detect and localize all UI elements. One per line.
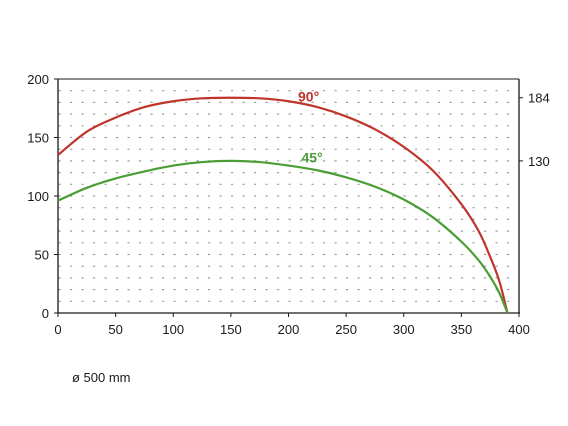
- right-tick-label: 184: [528, 91, 550, 106]
- right-axis-ticks: 130 184: [519, 91, 550, 169]
- dot-grid: [58, 90, 520, 302]
- y-tick-label: 150: [27, 131, 49, 146]
- y-tick-label: 50: [35, 248, 49, 263]
- series-line-1: [57, 159, 509, 314]
- y-axis-ticks: 0 50 100 150 200: [27, 72, 58, 321]
- x-axis-ticks: 0 50 100 150 200 250 300 350 400: [54, 313, 530, 337]
- y-tick-label: 100: [27, 189, 49, 204]
- diameter-annotation: ø 500 mm: [72, 370, 131, 385]
- x-tick-label: 250: [335, 322, 357, 337]
- x-tick-label: 0: [54, 322, 61, 337]
- x-tick-label: 50: [108, 322, 122, 337]
- y-tick-label: 200: [27, 72, 49, 87]
- x-tick-label: 200: [278, 322, 300, 337]
- right-tick-label: 130: [528, 154, 550, 169]
- y-tick-label: 0: [42, 306, 49, 321]
- series-line-0: [57, 96, 509, 314]
- series-label-0: 90°: [298, 89, 319, 105]
- x-tick-label: 100: [162, 322, 184, 337]
- series-lines: [57, 96, 509, 314]
- x-tick-label: 150: [220, 322, 242, 337]
- series-labels: 90° 45°: [298, 89, 323, 166]
- x-tick-label: 400: [508, 322, 530, 337]
- x-tick-label: 350: [451, 322, 473, 337]
- x-tick-label: 300: [393, 322, 415, 337]
- series-label-1: 45°: [301, 149, 322, 165]
